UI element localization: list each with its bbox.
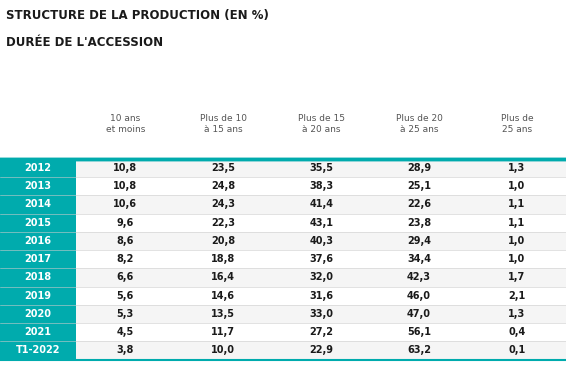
Text: 4,5: 4,5 <box>117 327 134 337</box>
Text: 1,3: 1,3 <box>508 163 526 173</box>
Text: Plus de 15
à 20 ans: Plus de 15 à 20 ans <box>298 114 345 134</box>
Text: 20,8: 20,8 <box>211 236 235 246</box>
Text: 31,6: 31,6 <box>309 291 333 301</box>
Bar <box>0 341 76 360</box>
Text: 5,6: 5,6 <box>117 291 134 301</box>
Bar <box>76 287 566 305</box>
Text: 35,5: 35,5 <box>309 163 333 173</box>
Text: 29,4: 29,4 <box>407 236 431 246</box>
Text: 14,6: 14,6 <box>211 291 235 301</box>
Text: T1-2022: T1-2022 <box>16 345 61 356</box>
Text: 32,0: 32,0 <box>309 272 333 283</box>
Text: 9,6: 9,6 <box>117 218 134 228</box>
Bar <box>76 195 566 214</box>
Text: 23,5: 23,5 <box>211 163 235 173</box>
Text: 2021: 2021 <box>25 327 52 337</box>
Text: 16,4: 16,4 <box>211 272 235 283</box>
Bar <box>76 177 566 195</box>
Text: 1,0: 1,0 <box>508 181 526 191</box>
Text: 34,4: 34,4 <box>407 254 431 264</box>
Bar <box>0 214 76 232</box>
Text: 6,6: 6,6 <box>117 272 134 283</box>
Text: 38,3: 38,3 <box>309 181 333 191</box>
Text: 10 ans
et moins: 10 ans et moins <box>106 114 145 134</box>
Text: 2014: 2014 <box>25 199 52 210</box>
Text: 10,0: 10,0 <box>211 345 235 356</box>
Text: 63,2: 63,2 <box>407 345 431 356</box>
Text: 47,0: 47,0 <box>407 309 431 319</box>
Text: 2018: 2018 <box>25 272 52 283</box>
Text: 41,4: 41,4 <box>309 199 333 210</box>
Text: 1,7: 1,7 <box>508 272 526 283</box>
Text: 8,6: 8,6 <box>117 236 134 246</box>
Text: 10,8: 10,8 <box>113 163 138 173</box>
Text: 10,8: 10,8 <box>113 181 138 191</box>
Text: 22,6: 22,6 <box>407 199 431 210</box>
Text: 40,3: 40,3 <box>309 236 333 246</box>
Bar <box>0 268 76 287</box>
Text: 22,9: 22,9 <box>309 345 333 356</box>
Text: 23,8: 23,8 <box>407 218 431 228</box>
Text: 1,1: 1,1 <box>508 199 526 210</box>
Bar <box>0 287 76 305</box>
Text: 24,8: 24,8 <box>211 181 235 191</box>
Text: 42,3: 42,3 <box>407 272 431 283</box>
Bar <box>0 305 76 323</box>
Text: 2015: 2015 <box>25 218 52 228</box>
Bar <box>76 214 566 232</box>
Text: 13,5: 13,5 <box>211 309 235 319</box>
Text: 2016: 2016 <box>25 236 52 246</box>
Bar <box>76 305 566 323</box>
Text: STRUCTURE DE LA PRODUCTION (EN %): STRUCTURE DE LA PRODUCTION (EN %) <box>6 9 268 22</box>
Text: 0,4: 0,4 <box>508 327 526 337</box>
Text: 37,6: 37,6 <box>309 254 333 264</box>
Text: 22,3: 22,3 <box>211 218 235 228</box>
Text: Plus de 10
à 15 ans: Plus de 10 à 15 ans <box>200 114 247 134</box>
Text: 25,1: 25,1 <box>407 181 431 191</box>
Bar <box>76 323 566 341</box>
Text: 1,3: 1,3 <box>508 309 526 319</box>
Text: 18,8: 18,8 <box>211 254 235 264</box>
Bar <box>0 195 76 214</box>
Bar <box>76 250 566 268</box>
Text: 43,1: 43,1 <box>309 218 333 228</box>
Text: 56,1: 56,1 <box>407 327 431 337</box>
Text: 5,3: 5,3 <box>117 309 134 319</box>
Bar <box>0 232 76 250</box>
Text: 10,6: 10,6 <box>113 199 138 210</box>
Bar <box>76 159 566 177</box>
Text: 27,2: 27,2 <box>309 327 333 337</box>
Bar <box>0 323 76 341</box>
Text: 2012: 2012 <box>25 163 52 173</box>
Text: 33,0: 33,0 <box>309 309 333 319</box>
Text: 2020: 2020 <box>25 309 52 319</box>
Bar <box>76 268 566 287</box>
Text: 24,3: 24,3 <box>211 199 235 210</box>
Text: 2017: 2017 <box>25 254 52 264</box>
Bar <box>0 250 76 268</box>
Text: 0,1: 0,1 <box>508 345 526 356</box>
Text: 1,1: 1,1 <box>508 218 526 228</box>
Text: 1,0: 1,0 <box>508 236 526 246</box>
Bar <box>76 341 566 360</box>
Text: 2019: 2019 <box>25 291 52 301</box>
Text: 46,0: 46,0 <box>407 291 431 301</box>
Bar <box>0 177 76 195</box>
Text: 8,2: 8,2 <box>117 254 134 264</box>
Text: Plus de
25 ans: Plus de 25 ans <box>501 114 533 134</box>
Text: 28,9: 28,9 <box>407 163 431 173</box>
Text: DURÉE DE L'ACCESSION: DURÉE DE L'ACCESSION <box>6 36 163 50</box>
Text: 3,8: 3,8 <box>117 345 134 356</box>
Text: 2013: 2013 <box>25 181 52 191</box>
Text: Plus de 20
à 25 ans: Plus de 20 à 25 ans <box>396 114 443 134</box>
Bar <box>0 159 76 177</box>
Text: 2,1: 2,1 <box>508 291 526 301</box>
Bar <box>76 232 566 250</box>
Text: 1,0: 1,0 <box>508 254 526 264</box>
Text: 11,7: 11,7 <box>211 327 235 337</box>
